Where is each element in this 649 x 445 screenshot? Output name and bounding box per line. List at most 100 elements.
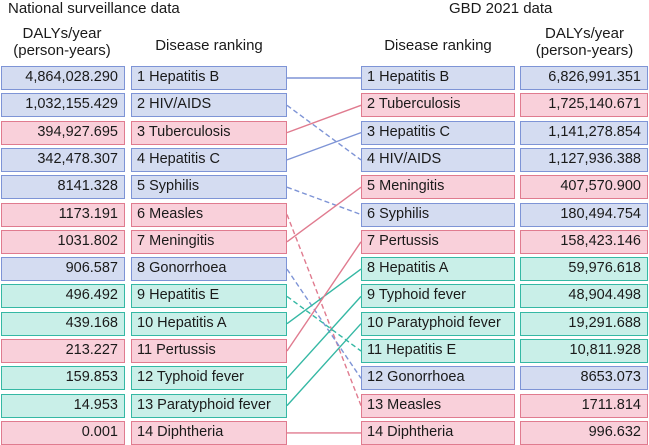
national-dalys-value: 14.953 bbox=[73, 396, 118, 413]
national-disease-name: Hepatitis E bbox=[149, 287, 220, 304]
gbd-disease-name: Hepatitis C bbox=[379, 123, 451, 140]
gbd-rank: 13 bbox=[367, 396, 384, 413]
gbd-dalys-value: 407,570.900 bbox=[560, 178, 641, 195]
gbd-dalys-box: 48,904.498 bbox=[520, 284, 648, 309]
gbd-dalys-value: 1,141,278.854 bbox=[548, 123, 641, 140]
national-disease-box: 2 HIV/AIDS bbox=[131, 93, 287, 118]
gbd-rank: 9 bbox=[367, 287, 376, 304]
national-disease-box: 5 Syphilis bbox=[131, 175, 287, 200]
gbd-disease-name: Syphilis bbox=[379, 205, 430, 222]
national-rank: 13 bbox=[137, 396, 154, 413]
connector-measles bbox=[286, 214, 362, 406]
gbd-rank: 4 bbox=[367, 150, 376, 167]
national-dalys-value: 4,864,028.290 bbox=[25, 69, 118, 85]
national-dalys-box: 906.587 bbox=[1, 257, 125, 282]
right-ranking-header: Disease ranking bbox=[384, 37, 492, 54]
connector-hepatitis-e bbox=[286, 295, 362, 352]
connector-hiv-aids bbox=[286, 104, 362, 161]
national-rank: 12 bbox=[137, 369, 154, 386]
national-dalys-box: 394,927.695 bbox=[1, 120, 125, 145]
gbd-disease-name: Hepatitis A bbox=[379, 260, 449, 277]
gbd-dalys-value: 10,811.928 bbox=[569, 342, 642, 358]
national-rank: 5 bbox=[137, 178, 146, 195]
gbd-rank: 1 bbox=[367, 69, 376, 85]
left-dalys-header-line2: (person-years) bbox=[13, 42, 111, 59]
national-disease-box: 4 Hepatitis C bbox=[131, 147, 287, 172]
gbd-rank: 14 bbox=[367, 423, 384, 440]
national-disease-name: Meningitis bbox=[149, 232, 215, 249]
gbd-rank: 10 bbox=[367, 314, 384, 331]
gbd-dalys-box: 1,725,140.671 bbox=[520, 93, 648, 118]
national-dalys-value: 8141.328 bbox=[57, 178, 118, 195]
national-dalys-value: 394,927.695 bbox=[37, 123, 118, 140]
gbd-dalys-box: 10,811.928 bbox=[520, 339, 648, 363]
gbd-disease-name: Measles bbox=[387, 396, 442, 413]
national-dalys-box: 1031.802 bbox=[1, 229, 125, 254]
gbd-dalys-value: 180,494.754 bbox=[560, 205, 641, 222]
left-ranking-header: Disease ranking bbox=[155, 37, 263, 54]
national-dalys-value: 906.587 bbox=[65, 260, 118, 277]
gbd-rank: 12 bbox=[367, 369, 384, 386]
gbd-disease-name: Hepatitis B bbox=[379, 69, 450, 85]
gbd-dalys-box: 996.632 bbox=[520, 420, 648, 445]
gbd-dalys-value: 8653.073 bbox=[580, 369, 641, 386]
right-dalys-header-line2: (person-years) bbox=[535, 42, 634, 59]
gbd-disease-box: 12 Gonorrhoea bbox=[361, 366, 515, 391]
gbd-dalys-box: 6,826,991.351 bbox=[520, 66, 648, 90]
national-disease-name: Paratyphoid fever bbox=[157, 396, 271, 413]
national-dalys-box: 4,864,028.290 bbox=[1, 66, 125, 90]
national-rank: 1 bbox=[137, 69, 146, 85]
gbd-dalys-value: 48,904.498 bbox=[568, 287, 641, 304]
gbd-disease-box: 4 HIV/AIDS bbox=[361, 147, 515, 172]
gbd-dalys-value: 19,291.688 bbox=[568, 314, 641, 331]
gbd-disease-box: 2 Tuberculosis bbox=[361, 93, 515, 118]
connector-pertussis bbox=[286, 241, 362, 352]
gbd-dalys-box: 19,291.688 bbox=[520, 311, 648, 336]
national-rank: 9 bbox=[137, 287, 146, 304]
national-dalys-value: 1,032,155.429 bbox=[25, 96, 118, 113]
connector-hepatitis-c bbox=[286, 131, 362, 161]
national-dalys-value: 342,478.307 bbox=[37, 150, 118, 167]
national-rank: 14 bbox=[137, 423, 154, 440]
gbd-rank: 8 bbox=[367, 260, 376, 277]
national-disease-name: Pertussis bbox=[156, 342, 216, 358]
gbd-rank: 11 bbox=[367, 342, 383, 358]
gbd-dalys-value: 158,423.146 bbox=[560, 232, 641, 249]
gbd-dalys-box: 8653.073 bbox=[520, 366, 648, 391]
national-disease-box: 9 Hepatitis E bbox=[131, 284, 287, 309]
gbd-disease-name: Gonorrhoea bbox=[387, 369, 465, 386]
national-disease-name: Hepatitis A bbox=[157, 314, 227, 331]
gbd-disease-box: 7 Pertussis bbox=[361, 229, 515, 254]
national-rank: 2 bbox=[137, 96, 146, 113]
gbd-disease-box: 5 Meningitis bbox=[361, 175, 515, 200]
left-title: National surveillance data bbox=[8, 0, 180, 17]
national-disease-name: Measles bbox=[149, 205, 204, 222]
national-disease-name: Typhoid fever bbox=[156, 369, 244, 386]
gbd-disease-name: Paratyphoid fever bbox=[387, 314, 501, 331]
national-dalys-box: 8141.328 bbox=[1, 175, 125, 200]
gbd-rank: 5 bbox=[367, 178, 376, 195]
national-disease-box: 12 Typhoid fever bbox=[131, 366, 287, 391]
national-dalys-box: 0.001 bbox=[1, 420, 125, 445]
gbd-dalys-value: 1,725,140.671 bbox=[548, 96, 641, 113]
national-dalys-value: 1031.802 bbox=[57, 232, 118, 249]
national-dalys-box: 213.227 bbox=[1, 339, 125, 363]
national-rank: 10 bbox=[137, 314, 154, 331]
right-title: GBD 2021 data bbox=[449, 0, 553, 17]
national-disease-name: Hepatitis C bbox=[149, 150, 221, 167]
gbd-dalys-box: 59,976.618 bbox=[520, 257, 648, 282]
national-rank: 11 bbox=[137, 342, 153, 358]
national-disease-name: Diphtheria bbox=[157, 423, 224, 440]
gbd-dalys-value: 1711.814 bbox=[581, 396, 641, 413]
national-rank: 7 bbox=[137, 232, 146, 249]
national-disease-name: Syphilis bbox=[149, 178, 200, 195]
national-disease-name: Tuberculosis bbox=[148, 123, 231, 140]
connector-gonorrhoea bbox=[286, 268, 362, 379]
gbd-disease-name: HIV/AIDS bbox=[379, 150, 442, 167]
national-dalys-value: 439.168 bbox=[65, 314, 118, 331]
national-disease-box: 10 Hepatitis A bbox=[131, 311, 287, 336]
gbd-rank: 6 bbox=[367, 205, 376, 222]
gbd-disease-box: 10 Paratyphoid fever bbox=[361, 311, 515, 336]
connector-tuberculosis bbox=[286, 104, 362, 134]
connector-syphilis bbox=[286, 186, 362, 216]
